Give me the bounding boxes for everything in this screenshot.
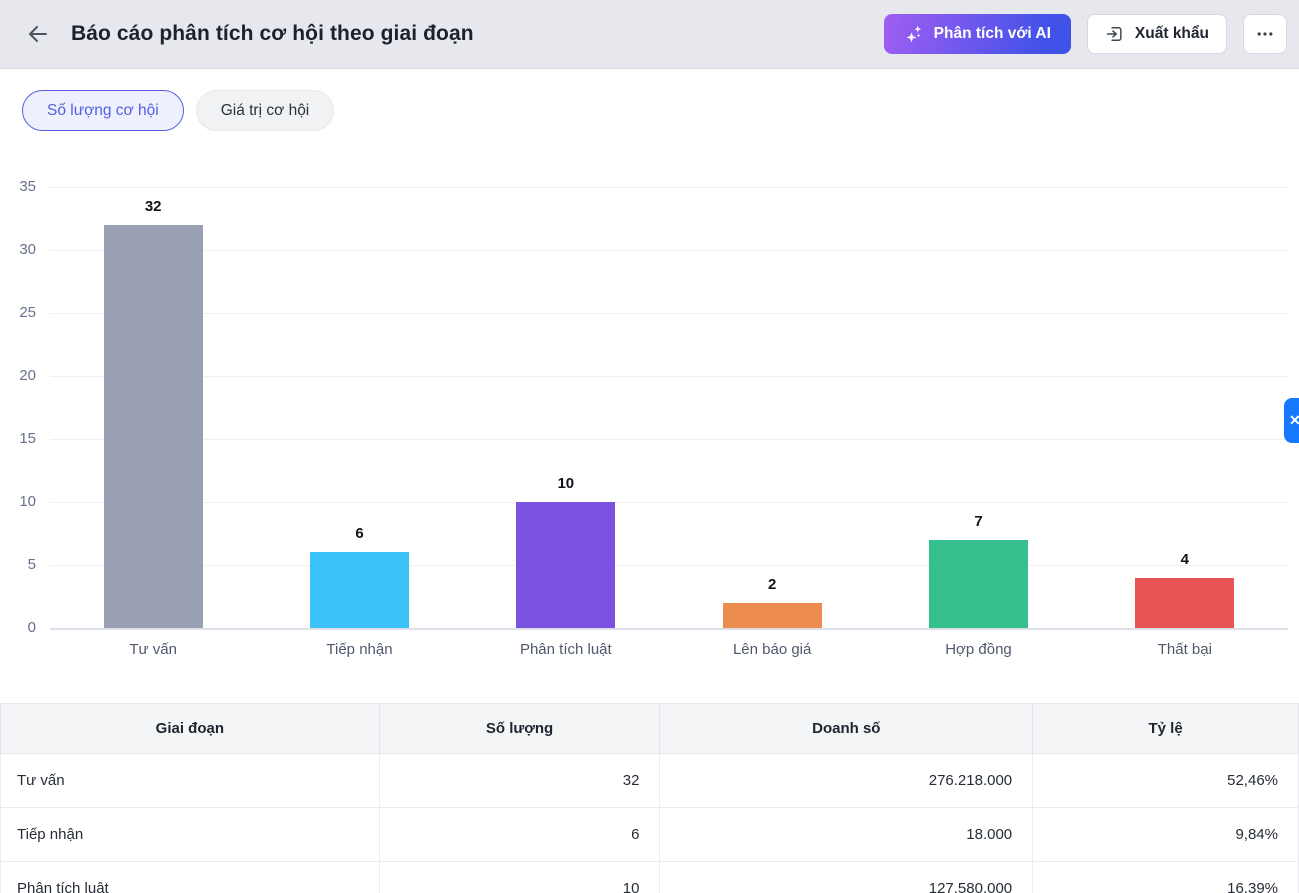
bar-3[interactable] [516, 502, 616, 628]
bar-value-label: 32 [144, 197, 162, 215]
y-axis-tick-label: 20 [19, 367, 36, 384]
bar-value-label: 4 [1180, 550, 1189, 568]
bar-4[interactable] [722, 602, 822, 628]
bar-6[interactable] [1135, 577, 1235, 628]
y-axis-tick-label: 15 [19, 430, 36, 447]
page-title: Báo cáo phân tích cơ hội theo giai đoạn [71, 22, 474, 45]
ai-analyze-button[interactable]: Phân tích với AI [883, 14, 1071, 54]
bar-1[interactable] [103, 224, 203, 628]
table-row: Tư vấn 32 276.218.000 52,46% [0, 753, 1299, 808]
table-row: Phân tích luật 10 127.580.000 16,39% [0, 861, 1299, 893]
bar-value-label: 6 [355, 525, 364, 543]
y-axis-tick-label: 5 [27, 556, 36, 573]
cell-revenue: 18.000 [659, 807, 1034, 862]
gridline [50, 376, 1288, 377]
x-axis-category-label: Phân tích luật [519, 641, 612, 658]
appbar-actions: Phân tích với AI Xuất khẩu [883, 14, 1287, 54]
close-icon: ✕ [1289, 412, 1299, 428]
y-axis-tick-label: 35 [19, 178, 36, 195]
table-header-row: Giai đoạn Số lượng Doanh số Tỷ lệ [0, 703, 1299, 754]
gridline [50, 565, 1288, 566]
x-axis-category-label: Tư vấn [129, 641, 177, 658]
bar-value-label: 2 [767, 575, 777, 593]
y-axis-tick-label: 10 [19, 493, 36, 510]
ai-button-label: Phân tích với AI [933, 25, 1051, 42]
y-axis-tick-label: 0 [27, 619, 36, 636]
export-icon [1105, 24, 1125, 44]
gridline [50, 439, 1288, 440]
cell-count: 6 [379, 807, 661, 862]
cell-rate: 9,84% [1032, 807, 1299, 862]
bar-5[interactable] [929, 539, 1028, 628]
stage-table: Giai đoạn Số lượng Doanh số Tỷ lệ Tư vấn… [0, 703, 1299, 893]
gridline [50, 250, 1288, 251]
cell-stage: Tư vấn [0, 753, 380, 808]
bar-2[interactable] [310, 552, 409, 628]
x-axis-category-label: Thất bại [1157, 641, 1212, 658]
side-panel-toggle[interactable]: ✕ [1284, 398, 1299, 443]
gridline [50, 187, 1288, 188]
gridline [50, 313, 1288, 314]
bar-value-label: 7 [974, 512, 983, 530]
x-axis-category-label: Tiếp nhận [326, 641, 393, 658]
toggle-value[interactable]: Giá trị cơ hội [195, 90, 335, 131]
y-axis-tick-label: 30 [19, 241, 36, 258]
cell-count: 10 [379, 861, 661, 893]
cell-rate: 52,46% [1032, 753, 1299, 808]
gridline [50, 628, 1288, 630]
cell-revenue: 127.580.000 [659, 861, 1034, 893]
chart-mode-toggle: Số lượng cơ hội Giá trị cơ hội [22, 90, 335, 131]
cell-stage: Phân tích luật [0, 861, 380, 893]
cell-count: 32 [379, 753, 661, 808]
y-axis-tick-label: 25 [19, 304, 36, 321]
cell-revenue: 276.218.000 [659, 753, 1034, 808]
appbar-left: Báo cáo phân tích cơ hội theo giai đoạn [22, 18, 474, 50]
col-header-stage: Giai đoạn [0, 703, 380, 754]
table-row: Tiếp nhận 6 18.000 9,84% [0, 807, 1299, 862]
appbar: Báo cáo phân tích cơ hội theo giai đoạn … [0, 0, 1299, 69]
export-button[interactable]: Xuất khẩu [1086, 14, 1227, 54]
bar-value-label: 10 [557, 475, 575, 492]
col-header-rate: Tỷ lệ [1032, 703, 1299, 754]
x-axis-category-label: Hợp đồng [945, 641, 1012, 658]
col-header-revenue: Doanh số [659, 703, 1034, 754]
more-options-button[interactable] [1243, 14, 1287, 54]
col-header-count: Số lượng [379, 703, 661, 754]
arrow-left-icon [26, 22, 50, 46]
toggle-quantity[interactable]: Số lượng cơ hội [22, 90, 184, 131]
back-button[interactable] [22, 18, 54, 50]
cell-stage: Tiếp nhận [0, 807, 380, 862]
gridline [50, 502, 1288, 503]
x-axis-category-label: Lên báo giá [732, 641, 812, 658]
ellipsis-icon [1255, 24, 1275, 44]
sparkles-icon [904, 24, 924, 44]
export-button-label: Xuất khẩu [1134, 25, 1209, 42]
cell-rate: 16,39% [1032, 861, 1299, 893]
